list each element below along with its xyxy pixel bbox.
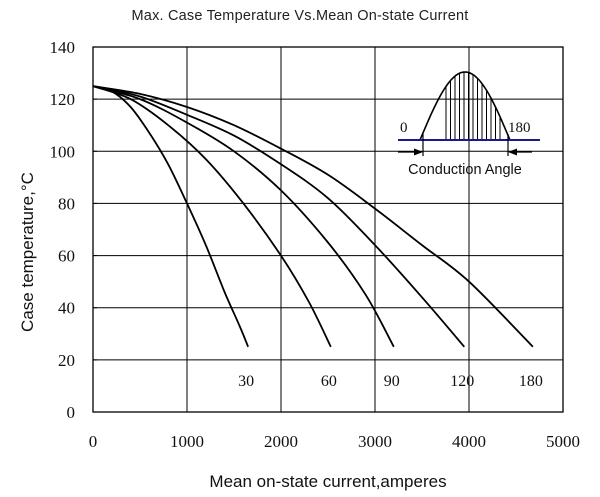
series-line-90 — [92, 85, 395, 348]
series-label-90: 90 — [384, 373, 400, 390]
y-tick-label: 120 — [50, 90, 76, 109]
x-tick-label: 4000 — [452, 432, 486, 451]
x-tick-label: 1000 — [170, 432, 204, 451]
x-axis-label: Mean on-state current,amperes — [209, 472, 446, 491]
x-tick-label: 0 — [89, 432, 98, 451]
y-tick-label: 40 — [58, 299, 75, 318]
series-label-180: 180 — [519, 373, 543, 390]
inset-half-sine — [419, 71, 511, 141]
series-label-120: 120 — [450, 373, 474, 390]
series-line-30 — [92, 85, 249, 348]
y-axis-label: Case temperature,°C — [18, 172, 37, 332]
series-line-120 — [92, 85, 465, 348]
series-curves — [92, 85, 534, 348]
series-label-30: 30 — [238, 373, 254, 390]
inset-hatch-lines — [445, 72, 501, 140]
x-tick-label: 2000 — [264, 432, 298, 451]
plot-border — [92, 46, 564, 413]
series-line-180 — [92, 85, 534, 348]
x-tick-label: 5000 — [546, 432, 580, 451]
x-tick-label: 3000 — [358, 432, 392, 451]
inset-180-label: 180 — [508, 120, 531, 136]
series-labels: 30 60 90 120 180 — [238, 373, 543, 390]
x-tick-labels: 0 1000 2000 3000 4000 5000 — [89, 408, 580, 451]
chart-title: Max. Case Temperature Vs.Mean On-state C… — [132, 8, 469, 24]
inset-caption: Conduction Angle — [408, 162, 522, 178]
conduction-angle-inset: 0 180 Conduction Angle — [398, 71, 540, 178]
y-tick-label: 20 — [58, 351, 75, 370]
y-tick-label: 80 — [58, 194, 75, 213]
plot-frame — [92, 46, 564, 413]
series-line-60 — [92, 85, 332, 348]
y-tick-label: 60 — [58, 247, 75, 266]
inset-left-arrowhead — [414, 148, 423, 156]
grid — [93, 47, 563, 412]
y-tick-label: 0 — [67, 403, 76, 422]
series-label-60: 60 — [321, 373, 337, 390]
y-tick-label: 100 — [50, 142, 76, 161]
inset-right-arrowhead — [508, 148, 517, 156]
y-tick-labels: 0 20 40 60 80 100 120 140 — [50, 38, 97, 422]
inset-zero-label: 0 — [400, 120, 408, 136]
y-tick-label: 140 — [50, 38, 76, 57]
